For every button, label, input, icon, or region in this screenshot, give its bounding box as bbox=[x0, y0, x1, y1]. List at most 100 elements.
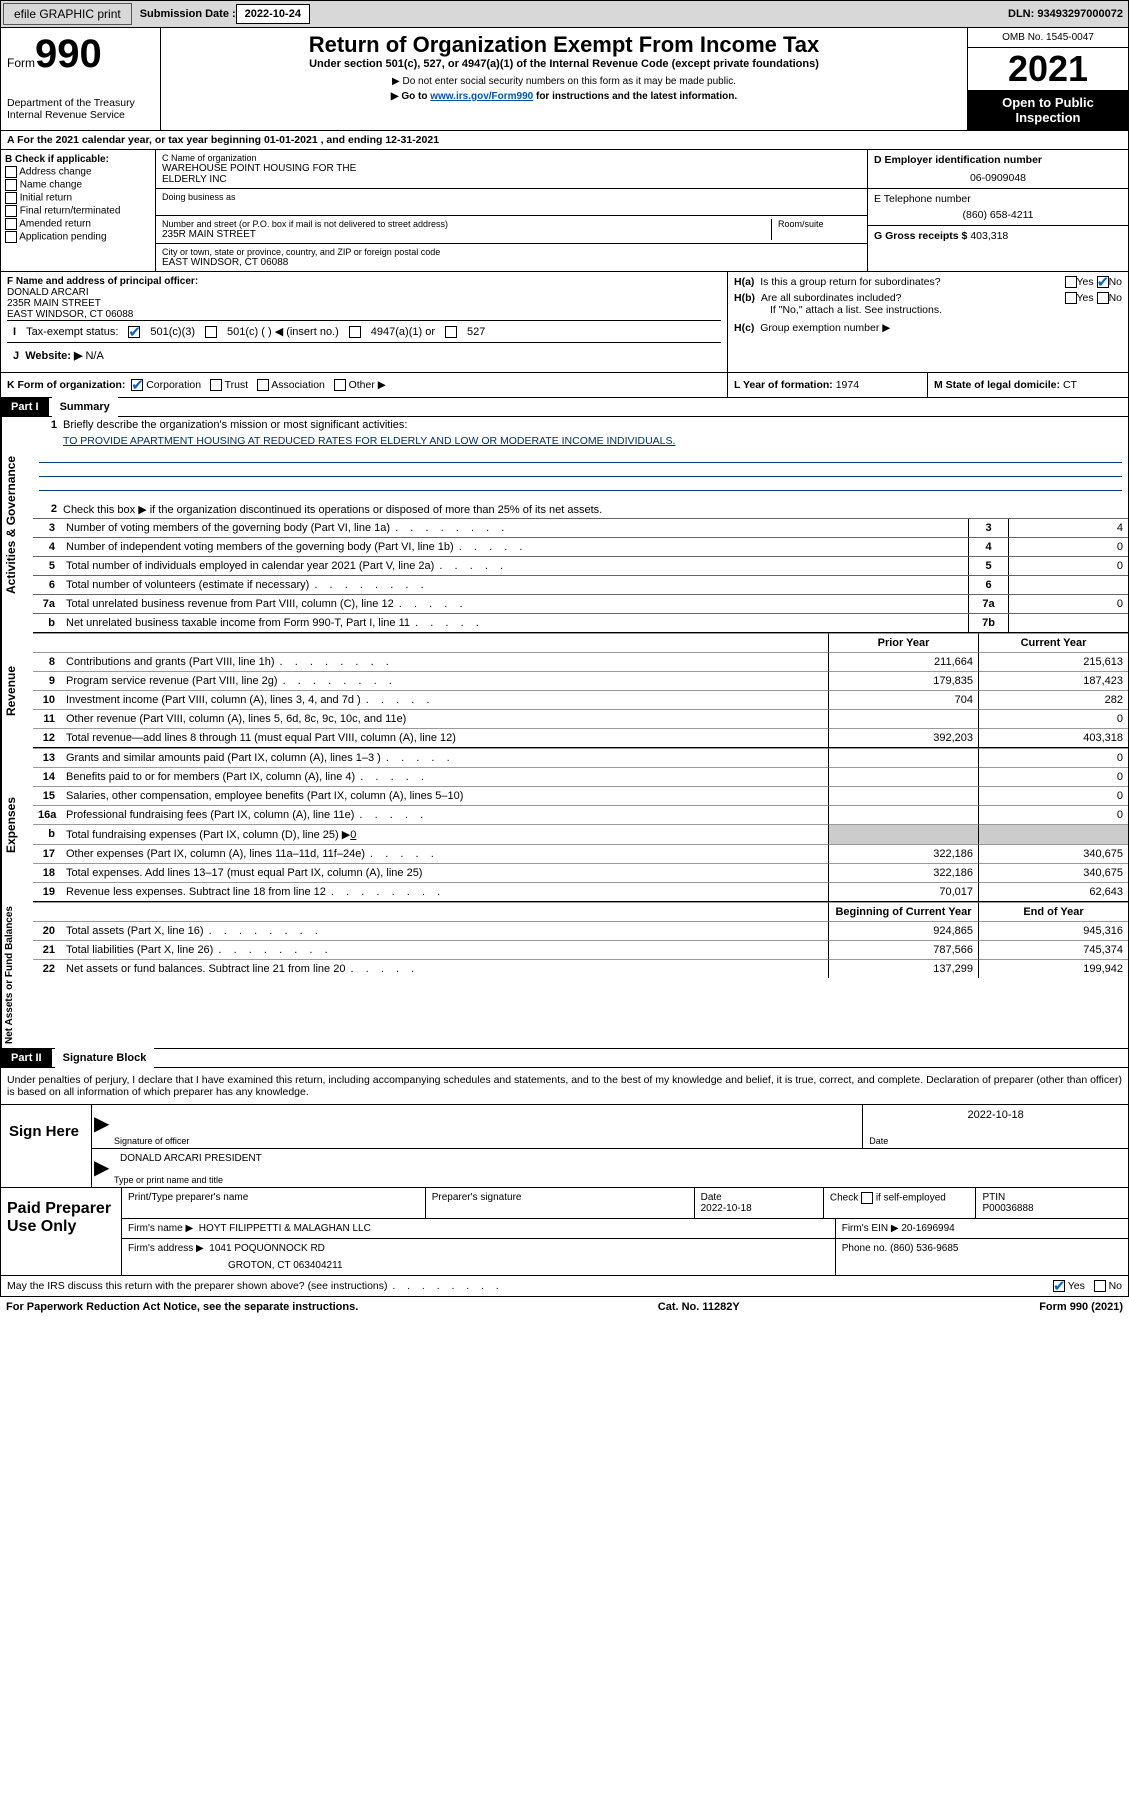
fin-header-row: Prior Year Current Year bbox=[33, 633, 1128, 652]
chk-self-employed[interactable] bbox=[861, 1192, 873, 1204]
l14-cy: 0 bbox=[978, 767, 1128, 786]
officer-block: F Name and address of principal officer:… bbox=[0, 271, 1129, 373]
firm-phone-label: Phone no. bbox=[842, 1243, 888, 1254]
prep-name-label: Print/Type preparer's name bbox=[122, 1188, 426, 1218]
l12-py: 392,203 bbox=[828, 728, 978, 747]
firm-ein-label: Firm's EIN ▶ bbox=[842, 1223, 899, 1234]
current-year-header: Current Year bbox=[978, 633, 1128, 652]
chk-final-return[interactable]: Final return/terminated bbox=[5, 205, 151, 217]
ha-label: Is this a group return for subordinates? bbox=[760, 276, 1064, 288]
gross-receipts-label: G Gross receipts $ bbox=[874, 230, 967, 242]
firm-name-value: HOYT FILIPPETTI & MALAGHAN LLC bbox=[199, 1223, 371, 1234]
submission-date-value: 2022-10-24 bbox=[236, 4, 310, 24]
chk-association[interactable] bbox=[257, 379, 269, 391]
chk-527[interactable] bbox=[445, 326, 457, 338]
efile-print-button[interactable]: efile GRAPHIC print bbox=[3, 3, 132, 25]
m-value: CT bbox=[1063, 379, 1077, 391]
ptin-label: PTIN bbox=[982, 1192, 1122, 1203]
prep-date-label: Date bbox=[701, 1192, 817, 1203]
ha-no[interactable] bbox=[1097, 276, 1109, 288]
chk-initial-return[interactable]: Initial return bbox=[5, 192, 151, 204]
chk-501c[interactable] bbox=[205, 326, 217, 338]
form-subtitle-3: ▶ Go to www.irs.gov/Form990 for instruct… bbox=[167, 91, 961, 102]
officer-printed-name: DONALD ARCARI PRESIDENT bbox=[120, 1153, 1122, 1164]
prep-date-value: 2022-10-18 bbox=[701, 1203, 817, 1214]
l18-py: 322,186 bbox=[828, 863, 978, 882]
l20-cy: 945,316 bbox=[978, 921, 1128, 940]
street-label: Number and street (or P.O. box if mail i… bbox=[162, 219, 771, 229]
officer-street: 235R MAIN STREET bbox=[7, 298, 721, 309]
signature-arrow-icon: ▶ bbox=[94, 1111, 109, 1136]
side-activities: Activities & Governance bbox=[1, 417, 33, 633]
firm-addr-line1: 1041 POQUONNOCK RD bbox=[209, 1243, 325, 1254]
website-label: Website: ▶ bbox=[25, 350, 82, 362]
telephone-label: E Telephone number bbox=[874, 193, 1122, 205]
officer-label: F Name and address of principal officer: bbox=[7, 276, 721, 287]
l22-cy: 199,942 bbox=[978, 959, 1128, 978]
name-title-label: Type or print name and title bbox=[114, 1175, 223, 1185]
top-toolbar: efile GRAPHIC print Submission Date : 20… bbox=[0, 0, 1129, 28]
form-header: Form990 Department of the Treasury Inter… bbox=[0, 28, 1129, 131]
hb-label: Are all subordinates included? bbox=[761, 292, 1065, 304]
l9-py: 179,835 bbox=[828, 671, 978, 690]
part2-title: Signature Block bbox=[55, 1048, 155, 1068]
l9-cy: 187,423 bbox=[978, 671, 1128, 690]
telephone-value: (860) 658-4211 bbox=[874, 209, 1122, 221]
line5-row: 5Total number of individuals employed in… bbox=[33, 556, 1128, 575]
chk-application-pending[interactable]: Application pending bbox=[5, 231, 151, 243]
ein-label: D Employer identification number bbox=[874, 154, 1122, 166]
l18-cy: 340,675 bbox=[978, 863, 1128, 882]
tax-year: 2021 bbox=[968, 48, 1128, 90]
firm-name-label: Firm's name ▶ bbox=[128, 1223, 193, 1234]
signature-officer-label: Signature of officer bbox=[114, 1136, 189, 1146]
irs-form990-link[interactable]: www.irs.gov/Form990 bbox=[430, 91, 533, 102]
ha-yes[interactable] bbox=[1065, 276, 1077, 288]
chk-name-change[interactable]: Name change bbox=[5, 179, 151, 191]
line7b-value bbox=[1008, 614, 1128, 632]
city-label: City or town, state or province, country… bbox=[162, 247, 861, 257]
chk-corporation[interactable] bbox=[131, 379, 143, 391]
firm-phone-value: (860) 536-9685 bbox=[890, 1243, 958, 1254]
part1-header: Part I bbox=[1, 398, 49, 416]
discuss-preparer-row: May the IRS discuss this return with the… bbox=[0, 1276, 1129, 1297]
line7a-value: 0 bbox=[1008, 595, 1128, 613]
line7b-row: bNet unrelated business taxable income f… bbox=[33, 613, 1128, 632]
prior-year-header: Prior Year bbox=[828, 633, 978, 652]
section-b-header: B Check if applicable: bbox=[5, 154, 151, 165]
chk-other[interactable] bbox=[334, 379, 346, 391]
l11-cy: 0 bbox=[978, 709, 1128, 728]
pra-notice: For Paperwork Reduction Act Notice, see … bbox=[6, 1301, 358, 1313]
open-to-public: Open to Public Inspection bbox=[968, 90, 1128, 130]
m-label: M State of legal domicile: bbox=[934, 379, 1060, 391]
chk-amended-return[interactable]: Amended return bbox=[5, 218, 151, 230]
chk-trust[interactable] bbox=[210, 379, 222, 391]
l8-cy: 215,613 bbox=[978, 652, 1128, 671]
part1-title: Summary bbox=[52, 397, 118, 417]
line7a-row: 7aTotal unrelated business revenue from … bbox=[33, 594, 1128, 613]
discuss-no[interactable] bbox=[1094, 1280, 1106, 1292]
chk-501c3[interactable] bbox=[128, 326, 140, 338]
l17-cy: 340,675 bbox=[978, 844, 1128, 863]
l-label: L Year of formation: bbox=[734, 379, 833, 391]
chk-4947a1[interactable] bbox=[349, 326, 361, 338]
form-number: 990 bbox=[35, 32, 102, 76]
side-revenue: Revenue bbox=[1, 633, 33, 748]
sig-date-label: Date bbox=[869, 1136, 888, 1146]
officer-name: DONALD ARCARI bbox=[7, 287, 721, 298]
hb-note: If "No," attach a list. See instructions… bbox=[770, 304, 1122, 316]
side-net-assets: Net Assets or Fund Balances bbox=[1, 902, 33, 1048]
l13-cy: 0 bbox=[978, 748, 1128, 767]
ein-value: 06-0909048 bbox=[874, 172, 1122, 184]
discuss-yes[interactable] bbox=[1053, 1280, 1065, 1292]
entity-block: B Check if applicable: Address change Na… bbox=[0, 150, 1129, 271]
chk-address-change[interactable]: Address change bbox=[5, 166, 151, 178]
line3-row: 3Number of voting members of the governi… bbox=[33, 518, 1128, 537]
form-subtitle-1: Under section 501(c), 527, or 4947(a)(1)… bbox=[167, 58, 961, 70]
hb-no[interactable] bbox=[1097, 292, 1109, 304]
hb-yes[interactable] bbox=[1065, 292, 1077, 304]
hc-label: Group exemption number ▶ bbox=[760, 322, 890, 334]
prep-sig-label: Preparer's signature bbox=[426, 1188, 695, 1218]
line3-value: 4 bbox=[1008, 519, 1128, 537]
org-name-line1: WAREHOUSE POINT HOUSING FOR THE bbox=[162, 163, 861, 174]
line5-value: 0 bbox=[1008, 557, 1128, 575]
